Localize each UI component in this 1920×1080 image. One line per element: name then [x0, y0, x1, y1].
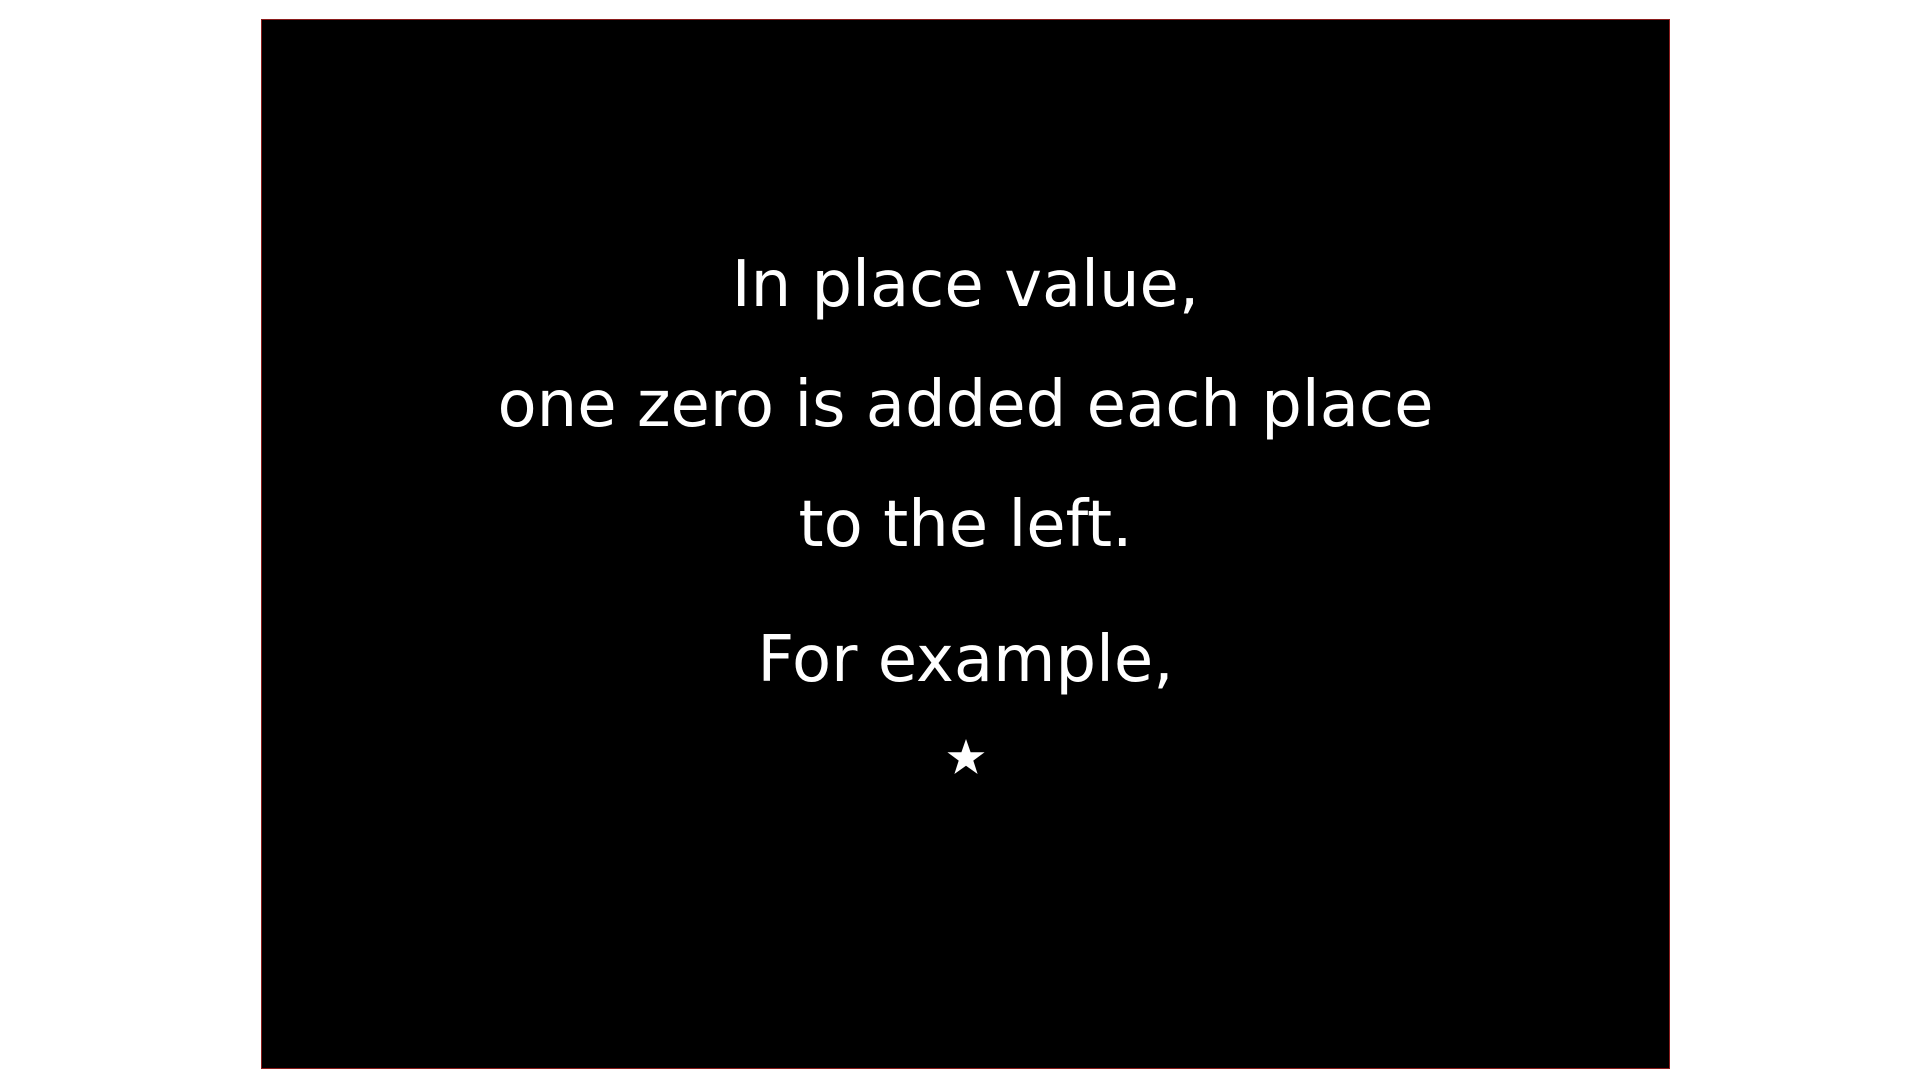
slide-line-3: to the left. — [798, 488, 1133, 562]
star-icon — [947, 739, 985, 774]
slide-line-2: one zero is added each place — [497, 368, 1434, 442]
slide-line-1: In place value, — [731, 248, 1200, 322]
slide-line-4: For example, — [757, 623, 1174, 697]
slide: In place value, one zero is added each p… — [261, 19, 1670, 1069]
